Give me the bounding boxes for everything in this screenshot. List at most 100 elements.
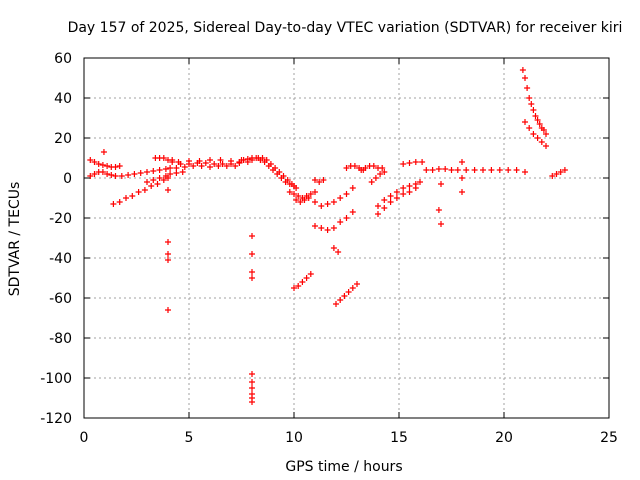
- data-point: [526, 125, 533, 131]
- data-point: [557, 169, 564, 175]
- data-point: [534, 117, 541, 123]
- data-point: [349, 209, 356, 215]
- data-point: [223, 163, 230, 169]
- data-point: [228, 158, 234, 164]
- data-point: [429, 167, 436, 173]
- data-point: [165, 307, 171, 313]
- data-point: [196, 158, 203, 164]
- data-point: [162, 173, 169, 179]
- data-point: [175, 159, 182, 165]
- data-point: [135, 189, 142, 195]
- data-point: [91, 171, 98, 177]
- x-tick-label: 15: [390, 430, 408, 446]
- data-point: [280, 173, 287, 179]
- series-arc-e5: [375, 179, 423, 209]
- data-point: [316, 179, 323, 185]
- data-point: [471, 167, 478, 173]
- data-point: [522, 75, 528, 81]
- data-point: [381, 205, 388, 211]
- data-point: [156, 167, 163, 173]
- y-tick-label: -20: [49, 211, 72, 227]
- series-arc-e3: [368, 169, 388, 185]
- data-point: [293, 185, 300, 191]
- data-point: [417, 179, 423, 185]
- data-point: [379, 165, 386, 171]
- data-point: [532, 113, 539, 119]
- data-point: [435, 166, 442, 172]
- x-tick-label: 25: [600, 430, 618, 446]
- data-point: [561, 167, 568, 173]
- data-point: [337, 297, 344, 303]
- y-tick-label: -60: [49, 291, 72, 307]
- series-arc-a4: [144, 169, 186, 185]
- data-point: [320, 177, 327, 183]
- data-point: [299, 279, 306, 285]
- series-arc-f2: [423, 166, 461, 173]
- data-point: [141, 187, 148, 193]
- series-isolated: [100, 149, 255, 405]
- data-point: [259, 155, 266, 161]
- data-point: [330, 245, 337, 251]
- x-tick-label: 20: [495, 430, 513, 446]
- data-point: [167, 165, 174, 171]
- data-point: [104, 163, 111, 169]
- data-point: [330, 225, 337, 231]
- data-point: [318, 203, 325, 209]
- data-point: [156, 175, 163, 181]
- x-tick-label: 0: [80, 430, 89, 446]
- plot-frame: [83, 57, 610, 419]
- data-point: [480, 167, 486, 173]
- data-point: [99, 169, 106, 175]
- data-point: [362, 165, 369, 171]
- grid-lines: [84, 58, 609, 418]
- chart-title: Day 157 of 2025, Sidereal Day-to-day VTE…: [68, 20, 623, 36]
- data-point: [406, 189, 413, 195]
- data-point: [343, 191, 350, 197]
- data-point: [400, 191, 407, 197]
- data-point: [169, 159, 176, 165]
- data-point: [160, 155, 167, 161]
- data-point: [372, 175, 379, 181]
- data-point: [349, 285, 356, 291]
- data-point: [419, 159, 426, 165]
- data-point: [267, 161, 274, 167]
- data-point: [129, 193, 136, 199]
- data-point: [165, 187, 171, 193]
- y-tick-label: -120: [40, 411, 72, 427]
- series-arc-a2: [87, 165, 174, 179]
- data-point: [536, 121, 543, 127]
- data-point: [293, 197, 300, 203]
- data-point: [370, 163, 377, 169]
- data-point: [295, 193, 302, 199]
- data-point: [110, 201, 117, 207]
- data-point: [100, 149, 107, 155]
- data-point: [526, 95, 533, 101]
- axis-ticks: 0 5 10 15 20 25 -120 -100 -80 -60 -40 -20 0 20 40 60: [40, 51, 618, 446]
- data-point: [540, 127, 547, 133]
- y-tick-label: -80: [49, 331, 72, 347]
- data-point: [377, 171, 384, 177]
- data-point: [87, 157, 94, 163]
- data-point: [249, 379, 255, 385]
- x-tick-label: 10: [285, 430, 303, 446]
- y-axis-label: SDTVAR / TECUs: [7, 182, 23, 297]
- series-arc-d1: [291, 271, 314, 291]
- data-point: [318, 225, 325, 231]
- data-point: [530, 107, 537, 113]
- data-point: [438, 181, 444, 187]
- data-point: [249, 275, 255, 281]
- data-point: [249, 269, 255, 275]
- data-point: [312, 223, 318, 229]
- data-point: [534, 135, 541, 141]
- data-point: [381, 169, 388, 175]
- data-point: [104, 171, 111, 177]
- data-point: [179, 169, 186, 175]
- data-point: [549, 173, 556, 179]
- data-point: [406, 183, 413, 189]
- data-point: [324, 227, 331, 233]
- data-point: [324, 201, 331, 207]
- data-point: [354, 281, 360, 287]
- data-point: [448, 167, 455, 173]
- data-point: [522, 169, 528, 175]
- data-point: [393, 195, 400, 201]
